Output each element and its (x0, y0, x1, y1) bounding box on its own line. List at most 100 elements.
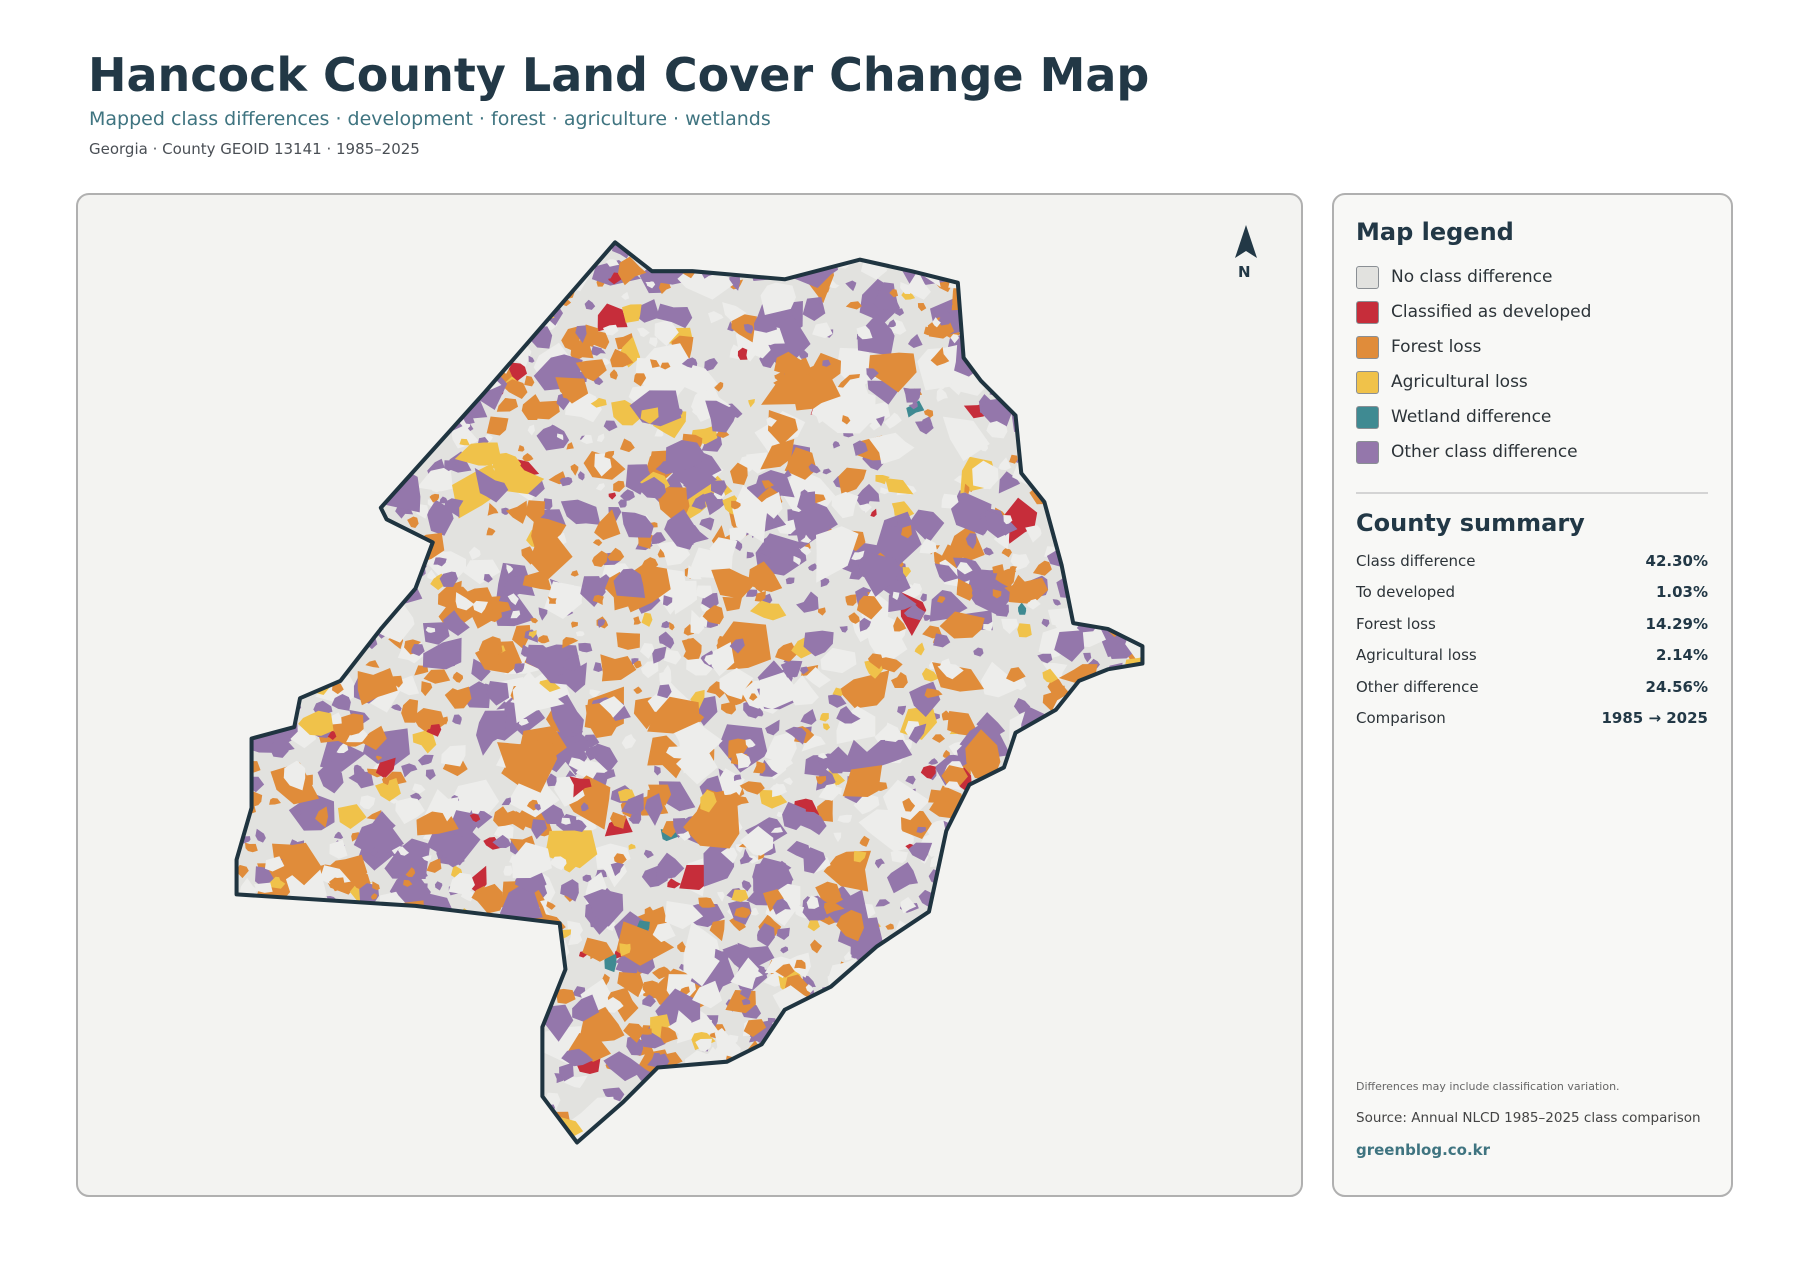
title: Hancock County Land Cover Change Map (88, 48, 1150, 102)
change-patch (527, 424, 535, 436)
change-patch (748, 341, 771, 359)
change-patch (702, 605, 724, 625)
change-patch (776, 927, 790, 941)
change-patch (986, 420, 1008, 439)
change-patch (827, 694, 847, 708)
change-patch (283, 760, 306, 791)
change-patch (941, 710, 950, 721)
change-patch (810, 939, 823, 954)
change-patch (875, 899, 891, 907)
change-patch (848, 612, 860, 624)
change-patch (556, 433, 564, 441)
legend-label: No class difference (1391, 267, 1553, 287)
change-patch (739, 826, 774, 856)
change-patch (775, 756, 794, 770)
change-patch (821, 746, 849, 774)
change-patch (956, 561, 973, 575)
change-patch (856, 595, 883, 620)
change-patch (448, 872, 475, 895)
change-patch (359, 795, 376, 810)
change-patch (329, 877, 345, 892)
change-patch (731, 539, 743, 552)
change-patch (870, 508, 877, 517)
change-patch (843, 951, 854, 961)
change-patch (820, 647, 857, 674)
change-patch (886, 862, 919, 894)
change-patch (784, 726, 807, 745)
change-patch (754, 304, 778, 333)
change-patch (555, 988, 576, 1004)
change-patch (664, 509, 700, 550)
change-patch (775, 642, 798, 662)
change-patch (1025, 525, 1042, 543)
change-patch (874, 858, 885, 869)
change-patch (236, 864, 249, 879)
change-patch (739, 848, 753, 865)
change-patch (780, 660, 803, 678)
change-patch (817, 607, 826, 616)
change-patch (722, 302, 747, 322)
change-patch (937, 596, 946, 604)
summary-label: To developed (1356, 583, 1456, 602)
change-patch (815, 881, 842, 903)
change-patch (1032, 560, 1052, 576)
change-patch (686, 658, 714, 676)
change-patch (831, 491, 859, 519)
change-patch (679, 864, 713, 890)
change-patch (555, 377, 589, 404)
change-patch (683, 365, 718, 394)
change-patch (401, 763, 418, 778)
change-patch (336, 743, 349, 754)
change-patch (806, 895, 820, 909)
change-patch (370, 893, 378, 900)
change-patch (691, 493, 706, 510)
legend-row: Forest loss (1356, 334, 1481, 360)
change-patch (618, 499, 627, 508)
change-patch (695, 1038, 713, 1052)
change-patch (842, 765, 883, 797)
summary-label: Class difference (1356, 552, 1476, 570)
change-patch (728, 738, 749, 759)
change-patch (564, 1075, 588, 1088)
change-patch (647, 735, 688, 779)
change-patch (1026, 598, 1041, 610)
change-patch (659, 631, 675, 649)
change-patch (838, 670, 890, 709)
change-patch (917, 345, 958, 391)
change-patch (635, 357, 654, 374)
change-patch (603, 420, 618, 432)
change-patch (722, 596, 743, 612)
change-patch (866, 368, 879, 381)
change-patch (657, 684, 672, 699)
change-patch (543, 1004, 574, 1042)
summary-value: 42.30% (1645, 552, 1708, 570)
change-patch (649, 337, 658, 348)
change-patch (441, 745, 466, 767)
change-patch (601, 357, 611, 365)
change-patch (880, 487, 891, 495)
change-patch (595, 483, 606, 491)
change-patch (640, 661, 659, 679)
change-patch (599, 854, 608, 866)
change-patch (617, 256, 647, 286)
change-patch (822, 468, 832, 475)
legend-row: Wetland difference (1356, 404, 1551, 430)
change-patch (710, 480, 727, 496)
change-patch (760, 282, 797, 316)
change-patch (676, 749, 718, 785)
change-patch (749, 600, 787, 621)
change-patch (817, 752, 828, 759)
change-patch (492, 834, 512, 848)
change-patch (476, 710, 507, 756)
change-patch (417, 754, 434, 766)
legend-row: Agricultural loss (1356, 369, 1528, 395)
change-patch (956, 578, 974, 601)
change-patch (570, 621, 579, 628)
summary-row: Agricultural loss 2.14% (1356, 646, 1708, 664)
change-patch (436, 849, 444, 860)
change-patch (655, 852, 685, 881)
change-patch (746, 551, 755, 559)
subtitle: Mapped class differences · development ·… (89, 108, 771, 130)
change-patch (561, 1048, 594, 1067)
change-patch (282, 842, 323, 886)
